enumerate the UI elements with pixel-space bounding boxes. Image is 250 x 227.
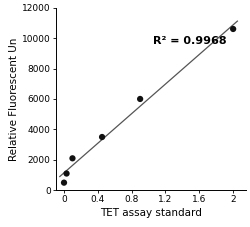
Point — [64, 172, 68, 175]
Point — [231, 27, 235, 31]
X-axis label: TET assay standard: TET assay standard — [100, 208, 202, 218]
Y-axis label: Relative Fluorescent Un: Relative Fluorescent Un — [9, 37, 19, 161]
Text: R² = 0.9968: R² = 0.9968 — [153, 36, 226, 46]
Point — [100, 135, 104, 139]
Point — [70, 156, 74, 160]
Point — [138, 97, 142, 101]
Point — [62, 181, 66, 185]
